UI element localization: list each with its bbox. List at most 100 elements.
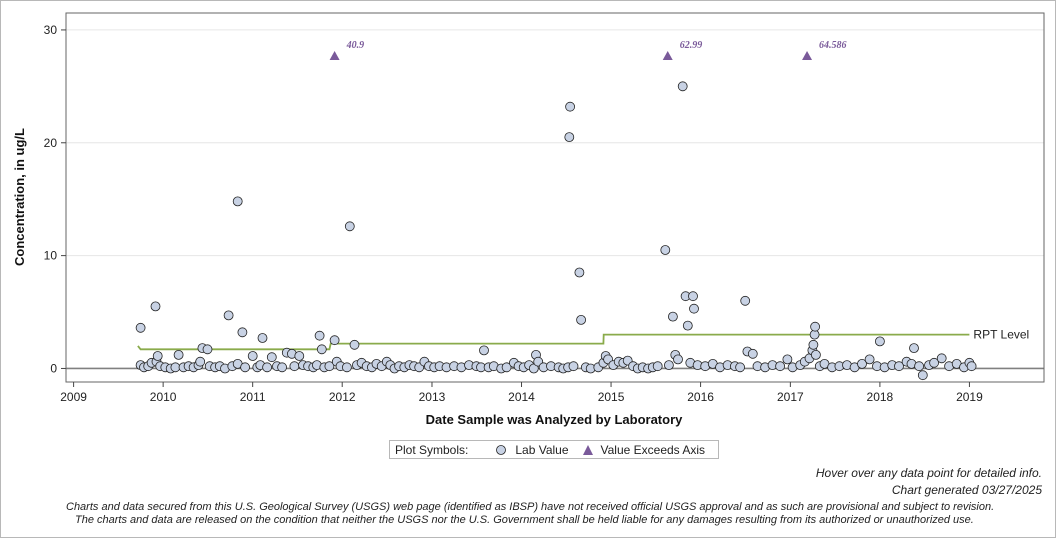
lab-value-series[interactable]: [135, 81, 977, 381]
lab-value-point[interactable]: [266, 352, 277, 363]
disclaimer-line-1: Charts and data secured from this U.S. G…: [66, 501, 995, 513]
rpt-level-series: RPT Level: [137, 328, 1029, 351]
y-tick-label: 0: [50, 361, 57, 375]
legend-item-lab-value: Lab Value: [515, 442, 569, 457]
lab-value-point[interactable]: [682, 320, 693, 331]
exceeds-axis-marker[interactable]: [802, 51, 813, 60]
lab-value-point[interactable]: [747, 348, 758, 359]
plot-area-border: [65, 12, 1045, 383]
lab-value-point[interactable]: [875, 336, 885, 347]
lab-value-point[interactable]: [574, 267, 585, 278]
lab-value-point[interactable]: [232, 196, 243, 207]
x-tick-label: 2016: [687, 390, 714, 404]
rpt-level-line: [137, 333, 970, 351]
lab-value-point[interactable]: [914, 361, 924, 372]
lab-value-point[interactable]: [689, 303, 699, 314]
hover-note: Hover over any data point for detailed i…: [815, 466, 1042, 480]
lab-value-point[interactable]: [966, 361, 977, 372]
axes: 0 10 20 30 2009 2010 2011 2012 2013 2014 2015 2016 2…: [44, 12, 1045, 404]
lab-value-point[interactable]: [528, 363, 539, 374]
lab-value-point[interactable]: [202, 344, 213, 355]
lab-value-point[interactable]: [150, 301, 161, 312]
lab-value-point[interactable]: [810, 321, 820, 332]
lab-value-point[interactable]: [735, 362, 745, 373]
lab-value-point[interactable]: [289, 361, 300, 372]
concentration-chart: RPT Level 40.9 62.99 64.586 0 10 20 30 2009 201…: [12, 12, 1045, 427]
lab-value-point[interactable]: [688, 291, 698, 302]
x-axis-label: Date Sample was Analyzed by Laboratory: [426, 412, 683, 427]
lab-value-point[interactable]: [344, 221, 355, 232]
lab-value-point[interactable]: [195, 356, 206, 367]
lab-value-point[interactable]: [237, 327, 248, 338]
lab-value-point[interactable]: [568, 361, 579, 372]
y-tick-label: 30: [44, 23, 58, 37]
exceeds-axis-marker[interactable]: [329, 51, 340, 60]
lab-value-point[interactable]: [341, 362, 352, 373]
y-tick-label: 10: [44, 249, 58, 263]
x-tick-label: 2018: [867, 390, 894, 404]
legend: Plot Symbols: Lab Value Value Exceeds Ax…: [389, 440, 719, 459]
lab-value-point[interactable]: [909, 343, 919, 354]
value-exceeds-axis-series[interactable]: 40.9 62.99 64.586: [329, 40, 847, 60]
lab-value-point[interactable]: [565, 101, 575, 112]
lab-value-point[interactable]: [782, 354, 793, 365]
lab-value-point[interactable]: [170, 362, 181, 373]
lab-value-point[interactable]: [479, 345, 489, 356]
exceeds-axis-value-label: 62.99: [680, 40, 703, 51]
lab-value-point[interactable]: [864, 354, 875, 365]
lab-value-point[interactable]: [811, 349, 821, 360]
lab-value-point[interactable]: [316, 344, 327, 355]
x-tick-label: 2015: [598, 390, 625, 404]
lab-value-point[interactable]: [240, 362, 251, 373]
lab-value-point[interactable]: [808, 339, 819, 350]
lab-value-point[interactable]: [135, 322, 146, 333]
lab-value-point[interactable]: [294, 351, 305, 361]
lab-value-point[interactable]: [936, 353, 947, 364]
lab-value-point[interactable]: [173, 349, 184, 360]
lab-value-point[interactable]: [673, 354, 683, 365]
x-tick-label: 2014: [508, 390, 535, 404]
x-tick-label: 2009: [60, 390, 87, 404]
lab-value-point[interactable]: [349, 339, 360, 350]
lab-value-point[interactable]: [857, 358, 867, 369]
disclaimer-line-2: The charts and data are released on the …: [75, 514, 974, 526]
lab-value-point[interactable]: [775, 361, 785, 372]
lab-value-point[interactable]: [652, 361, 663, 372]
lab-value-point[interactable]: [668, 311, 678, 322]
lab-value-point[interactable]: [324, 361, 335, 372]
x-tick-label: 2011: [240, 390, 266, 404]
circle-marker-icon: [496, 444, 507, 455]
lab-value-point[interactable]: [660, 245, 671, 255]
lab-value-point[interactable]: [277, 362, 288, 373]
lab-value-point[interactable]: [247, 351, 258, 361]
triangle-marker-icon: [582, 444, 593, 455]
lab-value-point[interactable]: [894, 361, 904, 372]
x-tick-label: 2013: [419, 390, 446, 404]
lab-value-point[interactable]: [223, 310, 234, 321]
x-tick-label: 2010: [150, 390, 177, 404]
lab-value-point[interactable]: [329, 335, 340, 346]
legend-title: Plot Symbols:: [395, 442, 469, 457]
exceeds-axis-value-label: 64.586: [819, 40, 847, 51]
lab-value-point[interactable]: [917, 370, 928, 381]
generated-date: Chart generated 03/27/2025: [891, 483, 1042, 497]
lab-value-point[interactable]: [564, 132, 575, 143]
lab-value-point[interactable]: [262, 362, 273, 373]
rpt-level-label: RPT Level: [973, 328, 1029, 342]
lab-value-point[interactable]: [314, 330, 325, 341]
lab-value-point[interactable]: [740, 295, 751, 306]
y-axis-label: Concentration, in ug/L: [12, 128, 27, 266]
y-tick-label: 20: [44, 136, 58, 150]
lab-value-point[interactable]: [677, 81, 688, 92]
lab-value-point[interactable]: [576, 314, 586, 325]
lab-value-point[interactable]: [152, 351, 163, 361]
lab-value-point[interactable]: [664, 360, 674, 371]
grid-lines: [66, 29, 1044, 257]
x-tick-label: 2017: [777, 390, 804, 404]
legend-item-value-exceeds-axis: Value Exceeds Axis: [600, 442, 706, 457]
lab-value-point[interactable]: [257, 333, 268, 343]
exceeds-axis-marker[interactable]: [662, 51, 673, 60]
lab-value-point[interactable]: [929, 357, 939, 368]
lab-value-point[interactable]: [501, 362, 512, 373]
x-tick-label: 2012: [329, 390, 356, 404]
